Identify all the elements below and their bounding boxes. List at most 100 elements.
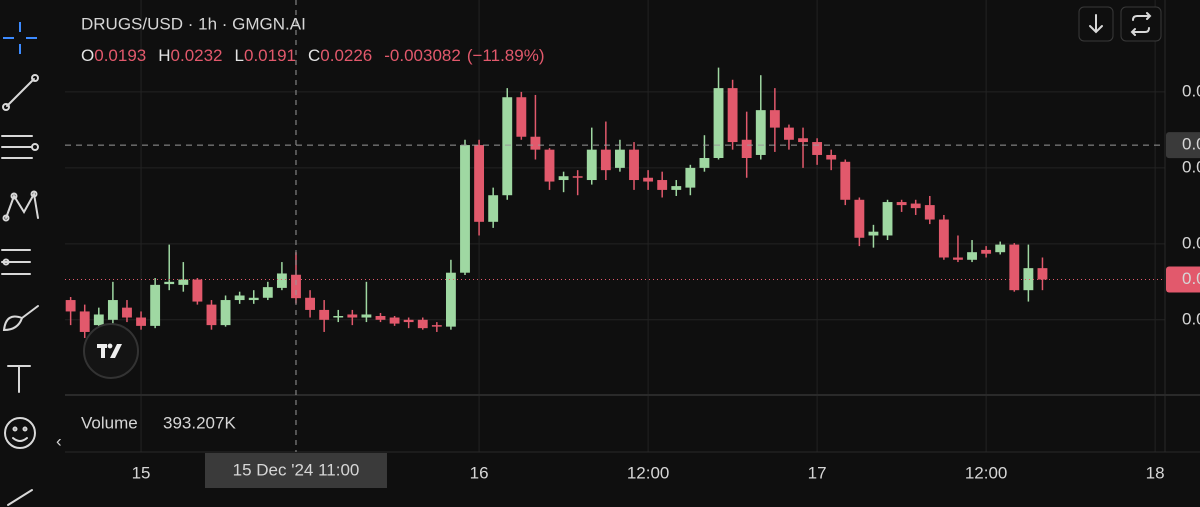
candle-body (840, 161, 851, 200)
legend-text: H (158, 46, 170, 65)
logo (83, 323, 139, 379)
candle-body (1023, 268, 1034, 291)
candle-body (544, 149, 555, 182)
text-tool[interactable] (7, 365, 31, 393)
candle-body (1009, 244, 1020, 291)
trendline-tool[interactable] (2, 74, 39, 111)
candle-body (699, 158, 710, 168)
scroll-button[interactable] (1078, 6, 1114, 42)
candle-body (938, 219, 949, 258)
legend-text: -0.003082 (384, 46, 461, 65)
candle-body (924, 205, 935, 220)
candle-body (910, 203, 921, 209)
candle-body (276, 273, 287, 288)
candle-body (305, 297, 315, 310)
x-tick-label: 17 (808, 463, 827, 482)
candle-body (164, 281, 175, 285)
candle-body (727, 88, 738, 143)
legend-text: 0.0193 (94, 46, 146, 65)
x-tick-label: 16 (470, 463, 489, 482)
crosshair-x-label: 15 Dec '24 11:00 (233, 460, 360, 479)
candle-body (530, 136, 541, 150)
candle-body (361, 314, 372, 318)
legend-text: O (81, 46, 94, 65)
candle-body (882, 202, 893, 236)
candle-body (643, 177, 654, 182)
candle-body (600, 149, 611, 171)
candle-body (122, 307, 132, 318)
candle-body (488, 195, 499, 222)
crosshair-y-label: 0.0 (1182, 135, 1200, 154)
candle-body (417, 319, 428, 329)
candle-body (234, 295, 245, 301)
candle-body (65, 300, 76, 312)
candle-body (784, 127, 794, 140)
candle-body (150, 284, 161, 326)
candle-body (755, 110, 766, 155)
candle-body (291, 274, 301, 299)
candle-body (178, 279, 189, 285)
y-tick-label: 0.0 (1182, 81, 1200, 100)
candle-body (220, 300, 231, 326)
candle-body (657, 180, 668, 190)
candle-body (502, 97, 513, 196)
x-tick-label: 15 (132, 463, 151, 482)
candle-body (136, 317, 146, 326)
candle-body (319, 309, 330, 320)
brush-tool[interactable] (2, 305, 39, 332)
y-tick-label: 0.0 (1182, 309, 1200, 328)
candle-body (981, 249, 992, 254)
y-tick-label: 0.0 (1182, 157, 1200, 176)
legend-text: 0.0226 (320, 46, 372, 65)
candle-body (474, 145, 485, 222)
candle-body (741, 139, 752, 158)
price-label-box (1166, 266, 1200, 293)
crosshair-y-box (1166, 132, 1200, 159)
x-tick-label: 12:00 (965, 463, 1008, 482)
candle-body (826, 154, 837, 160)
candle-body (516, 97, 527, 137)
candle-body (798, 138, 808, 143)
candle-body (967, 252, 977, 260)
candle-body (403, 319, 414, 323)
candle-body (107, 300, 118, 320)
candle-body (558, 176, 569, 181)
crosshair-tool[interactable] (3, 22, 37, 54)
chart-title: DRUGS/USD · 1h · GMGN.AI (81, 14, 306, 33)
candle-body (572, 176, 583, 178)
candle-body (769, 110, 780, 128)
candle-body (431, 325, 442, 327)
legend-text: C (308, 46, 320, 65)
collapse-toggle[interactable]: ‹ (56, 431, 62, 450)
candle-body (671, 186, 682, 190)
candle-body (262, 287, 273, 298)
legend-text: L (235, 46, 244, 65)
candle-body (389, 317, 400, 324)
candle-body (1037, 268, 1048, 280)
candle-body (854, 199, 865, 238)
legend-text: (−11.89%) (467, 46, 545, 65)
reset-button[interactable] (1120, 6, 1162, 42)
pattern-tool[interactable] (2, 190, 39, 222)
candle-body (812, 142, 823, 155)
candle-body (445, 272, 456, 327)
candle-body (93, 314, 104, 326)
candle-body (79, 311, 90, 332)
candle-body (629, 149, 639, 181)
candle-body (206, 304, 217, 326)
forecast-tool[interactable] (1, 249, 31, 275)
candle-body (995, 244, 1006, 253)
candle-body (347, 314, 358, 318)
x-tick-label: 18 (1146, 463, 1165, 482)
fib-tool[interactable] (1, 135, 39, 159)
legend-text: 0.0232 (171, 46, 223, 65)
candle-body (615, 149, 625, 168)
volume-value: 393.207K (163, 413, 236, 432)
legend-text: 0.0191 (244, 46, 296, 65)
candle-body (333, 316, 344, 318)
candle-body (192, 279, 203, 302)
emoji-tool[interactable] (4, 417, 36, 449)
x-tick-label: 12:00 (627, 463, 670, 482)
ruler-tool[interactable] (7, 489, 33, 506)
